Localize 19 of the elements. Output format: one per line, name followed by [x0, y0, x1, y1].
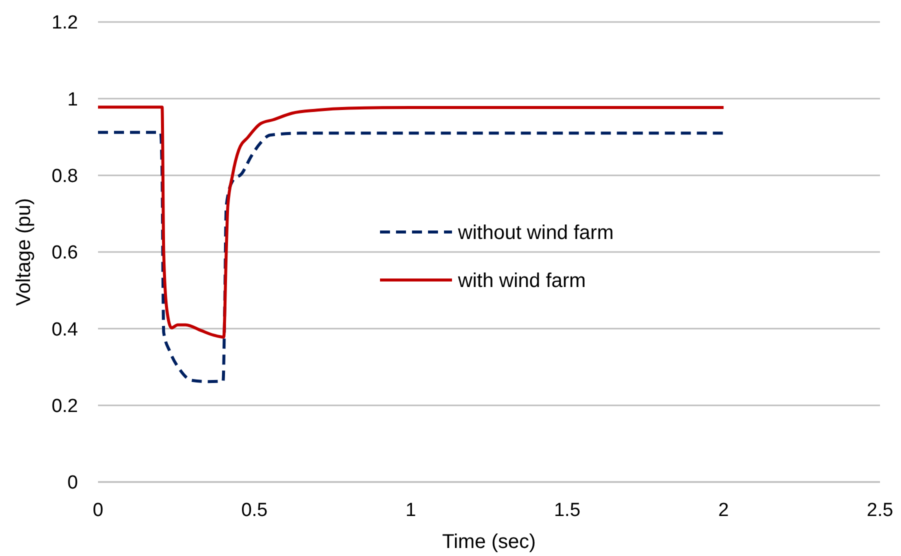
x-tick-label: 2.5: [866, 500, 894, 521]
y-tick-label: 0.4: [52, 319, 78, 340]
legend-label: without wind farm: [457, 222, 614, 244]
x-tick-label: 1.5: [554, 500, 580, 521]
x-tick-label: 0: [92, 500, 104, 521]
line-series: [96, 130, 726, 384]
y-tick-label: 1.2: [52, 12, 78, 34]
y-tick-label: 0.2: [52, 396, 78, 417]
y-tick-label: 0.8: [52, 166, 78, 187]
line-series: [96, 106, 726, 339]
y-tick-label: 1: [67, 89, 78, 110]
legend-label: with wind farm: [457, 270, 586, 292]
x-tick-label: 1: [406, 500, 416, 521]
y-tick-label: 0.6: [52, 242, 78, 264]
y-tick-label: 0: [67, 472, 78, 494]
y-axis-title: Voltage (pu): [13, 198, 35, 306]
x-axis-title: Time (sec): [442, 531, 536, 553]
x-tick-label: 2: [718, 500, 729, 521]
x-tick-label: 0.5: [241, 500, 268, 521]
